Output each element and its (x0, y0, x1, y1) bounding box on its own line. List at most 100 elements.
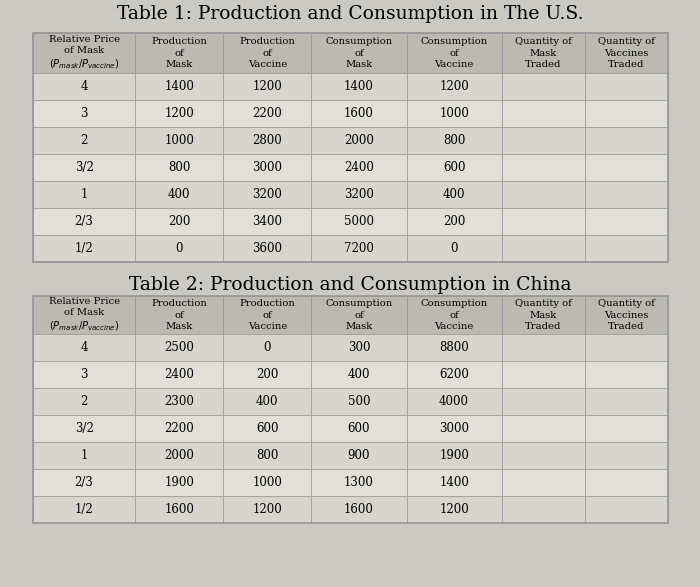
Bar (584, 415, 668, 442)
Bar (312, 296, 407, 334)
Bar (407, 469, 502, 496)
Bar (312, 154, 407, 181)
Bar (135, 296, 223, 334)
Text: 2400: 2400 (344, 161, 374, 174)
Bar (584, 73, 668, 100)
Text: 1600: 1600 (344, 107, 374, 120)
Bar (312, 361, 407, 388)
Bar (584, 154, 668, 181)
Text: 800: 800 (443, 134, 466, 147)
Bar (502, 100, 584, 127)
Bar (223, 442, 312, 469)
Text: 1000: 1000 (164, 134, 194, 147)
Text: Quantity of
Vaccines
Traded: Quantity of Vaccines Traded (598, 38, 655, 69)
Bar (584, 496, 668, 523)
Bar (33, 415, 135, 442)
Text: 2400: 2400 (164, 368, 194, 381)
Text: 1200: 1200 (439, 503, 469, 516)
Text: 3/2: 3/2 (75, 422, 94, 435)
Text: Consumption
of
Vaccine: Consumption of Vaccine (421, 299, 488, 330)
Bar (312, 469, 407, 496)
Bar (584, 296, 668, 334)
Bar (135, 181, 223, 208)
Bar (312, 100, 407, 127)
Text: 3: 3 (80, 107, 88, 120)
Text: 0: 0 (176, 242, 183, 255)
Bar (502, 496, 584, 523)
Bar (135, 127, 223, 154)
Bar (407, 100, 502, 127)
Text: 1200: 1200 (164, 107, 194, 120)
Bar (502, 235, 584, 262)
Text: 200: 200 (443, 215, 466, 228)
Text: 1400: 1400 (439, 476, 469, 489)
Text: 2200: 2200 (164, 422, 194, 435)
Bar (502, 442, 584, 469)
Text: 3600: 3600 (252, 242, 282, 255)
Text: 2300: 2300 (164, 395, 194, 408)
Text: 200: 200 (256, 368, 279, 381)
Bar (223, 388, 312, 415)
Bar (584, 442, 668, 469)
Text: 1/2: 1/2 (75, 503, 94, 516)
Bar (584, 388, 668, 415)
Bar (33, 33, 668, 262)
Bar (502, 334, 584, 361)
Bar (135, 33, 223, 73)
Bar (407, 361, 502, 388)
Bar (584, 361, 668, 388)
Bar (502, 181, 584, 208)
Text: 1200: 1200 (253, 80, 282, 93)
Text: 800: 800 (168, 161, 190, 174)
Bar (135, 154, 223, 181)
Bar (312, 334, 407, 361)
Bar (502, 73, 584, 100)
Bar (135, 361, 223, 388)
Bar (135, 100, 223, 127)
Bar (135, 235, 223, 262)
Text: Consumption
of
Mask: Consumption of Mask (326, 299, 393, 330)
Bar (407, 496, 502, 523)
Bar (135, 334, 223, 361)
Text: 2800: 2800 (253, 134, 282, 147)
Bar (223, 415, 312, 442)
Bar (33, 361, 135, 388)
Bar (33, 208, 135, 235)
Text: 3000: 3000 (252, 161, 282, 174)
Text: Table 2: Production and Consumption in China: Table 2: Production and Consumption in C… (129, 276, 571, 294)
Bar (312, 496, 407, 523)
Text: Production
of
Vaccine: Production of Vaccine (239, 38, 295, 69)
Text: Quantity of
Vaccines
Traded: Quantity of Vaccines Traded (598, 299, 655, 330)
Bar (502, 388, 584, 415)
Bar (223, 181, 312, 208)
Text: Relative Price
of Mask
$(P_{mask}/P_{vaccine})$: Relative Price of Mask $(P_{mask}/P_{vac… (48, 296, 120, 333)
Text: 5000: 5000 (344, 215, 374, 228)
Text: 1400: 1400 (164, 80, 194, 93)
Bar (33, 496, 135, 523)
Text: 2/3: 2/3 (75, 476, 94, 489)
Bar (502, 33, 584, 73)
Text: 1900: 1900 (439, 449, 469, 462)
Text: 200: 200 (168, 215, 190, 228)
Text: 4000: 4000 (439, 395, 469, 408)
Bar (33, 181, 135, 208)
Bar (584, 208, 668, 235)
Text: 4: 4 (80, 80, 88, 93)
Bar (33, 33, 135, 73)
Bar (33, 388, 135, 415)
Bar (223, 361, 312, 388)
Bar (223, 154, 312, 181)
Text: 1400: 1400 (344, 80, 374, 93)
Bar (135, 442, 223, 469)
Text: 1200: 1200 (439, 80, 469, 93)
Bar (407, 154, 502, 181)
Text: 1600: 1600 (344, 503, 374, 516)
Bar (502, 208, 584, 235)
Text: 600: 600 (256, 422, 279, 435)
Bar (135, 73, 223, 100)
Text: Relative Price
of Mask
$(P_{mask}/P_{vaccine})$: Relative Price of Mask $(P_{mask}/P_{vac… (48, 35, 120, 71)
Bar (407, 208, 502, 235)
Bar (223, 334, 312, 361)
Bar (33, 73, 135, 100)
Bar (407, 73, 502, 100)
